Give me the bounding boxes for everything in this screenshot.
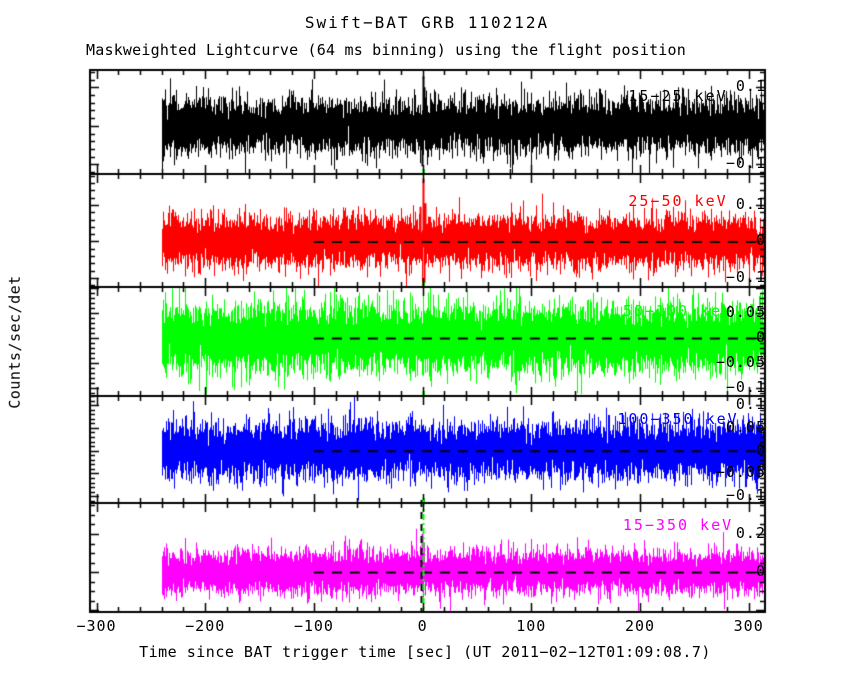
- y-tick-label: 0.05: [725, 303, 766, 321]
- y-tick-label: −0.1: [725, 267, 766, 286]
- energy-band-label-15-350: 15−350 keV: [622, 516, 734, 534]
- y-tick-label: 0: [755, 562, 766, 581]
- energy-band-label-25-50: 25−50 keV: [628, 192, 728, 210]
- x-tick-label: 0: [417, 617, 428, 635]
- chart-subtitle: Maskweighted Lightcurve (64 ms binning) …: [86, 41, 686, 59]
- y-tick-label: 0: [755, 440, 766, 459]
- y-tick-label: −0.1: [725, 378, 766, 396]
- energy-band-label-50-100: 50−100 keV: [622, 302, 734, 320]
- energy-band-label-100-350: 100−350 keV: [617, 410, 739, 428]
- x-tick-label: 200: [624, 617, 656, 635]
- y-tick-label: 0.2: [735, 524, 766, 542]
- energy-band-label-15-25: 15−25 keV: [628, 87, 728, 105]
- chart-title: Swift−BAT GRB 110212A: [304, 13, 550, 32]
- x-tick-label: 100: [516, 617, 547, 635]
- x-axis-title: Time since BAT trigger time [sec] (UT 20…: [139, 643, 711, 661]
- y-axis-title: Counts/sec/det: [5, 275, 24, 409]
- y-tick-label: 0.1: [735, 395, 766, 414]
- y-tick-label: −0.05: [715, 463, 766, 482]
- y-tick-label: 0.1: [735, 194, 766, 213]
- x-tick-label: 300: [733, 617, 764, 635]
- y-tick-label: 0.1: [735, 77, 766, 96]
- y-tick-label: −0.1: [725, 154, 766, 173]
- y-tick-label: 0: [755, 115, 766, 134]
- x-tick-label: −200: [185, 617, 226, 635]
- y-tick-label: −0.05: [715, 353, 766, 371]
- y-tick-label: 0: [755, 328, 766, 346]
- y-tick-label: −0.1: [725, 486, 766, 505]
- x-tick-label: −100: [293, 617, 334, 635]
- y-tick-label: 0.05: [725, 417, 766, 436]
- x-tick-label: −300: [76, 617, 117, 635]
- y-tick-label: 0: [755, 231, 766, 250]
